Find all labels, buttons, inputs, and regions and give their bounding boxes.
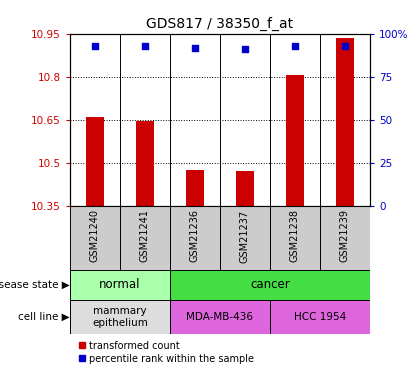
Text: GSM21237: GSM21237 [240, 209, 250, 262]
Bar [336, 38, 353, 206]
Bar [270, 206, 320, 270]
Bar [70, 270, 170, 300]
Title: GDS817 / 38350_f_at: GDS817 / 38350_f_at [146, 17, 293, 32]
Bar [70, 300, 170, 334]
Text: GSM21241: GSM21241 [140, 209, 150, 262]
Point [242, 46, 248, 52]
Bar [86, 117, 104, 206]
Point [342, 43, 348, 49]
Bar [170, 270, 370, 300]
Text: GSM21238: GSM21238 [290, 209, 300, 262]
Bar [186, 170, 203, 206]
Bar [136, 122, 154, 206]
Text: cancer: cancer [250, 279, 290, 291]
Text: MDA-MB-436: MDA-MB-436 [186, 312, 254, 322]
Point [292, 43, 298, 49]
Legend: transformed count, percentile rank within the sample: transformed count, percentile rank withi… [75, 337, 258, 368]
Bar [286, 75, 304, 206]
Text: GSM21240: GSM21240 [90, 209, 100, 262]
Text: GSM21239: GSM21239 [340, 209, 350, 262]
Bar [170, 206, 220, 270]
Text: GSM21236: GSM21236 [190, 209, 200, 262]
Text: cell line ▶: cell line ▶ [18, 312, 70, 322]
Text: mammary
epithelium: mammary epithelium [92, 306, 148, 328]
Point [92, 43, 98, 49]
Bar [170, 300, 270, 334]
Text: HCC 1954: HCC 1954 [294, 312, 346, 322]
Point [141, 43, 148, 49]
Bar [270, 300, 370, 334]
Bar [320, 206, 370, 270]
Text: disease state ▶: disease state ▶ [0, 280, 70, 290]
Bar [70, 206, 120, 270]
Point [192, 45, 198, 51]
Bar [120, 206, 170, 270]
Bar [236, 171, 254, 206]
Text: normal: normal [99, 279, 141, 291]
Bar [220, 206, 270, 270]
